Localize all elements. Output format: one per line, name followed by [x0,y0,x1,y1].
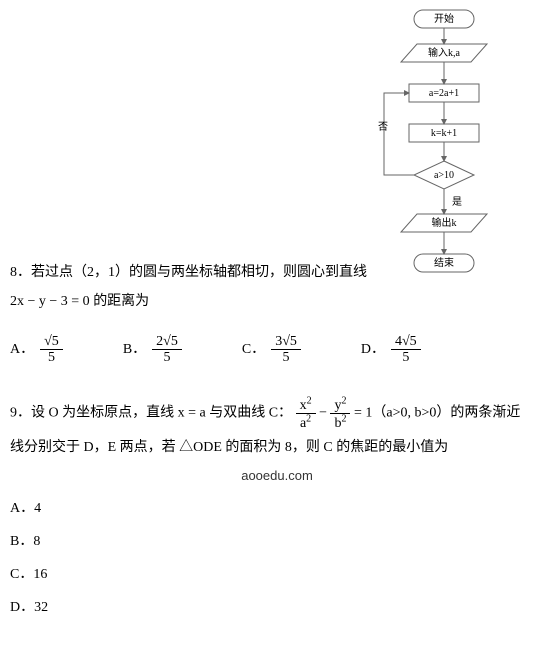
svg-text:a>10: a>10 [434,170,454,181]
svg-text:输出k: 输出k [432,216,457,229]
q9-line2: 线分别交于 D，E 两点，若 △ODE 的面积为 8，则 C 的焦距的最小值为 [10,435,544,460]
q8-option-c: C． 3√55 [242,334,301,365]
option-label: B． [123,337,146,362]
q9-option-a: A．4 [10,496,544,521]
svg-text:输入k,a: 输入k,a [428,46,460,59]
q9-options: A．4 B．8 C．16 D．32 [10,496,544,621]
svg-text:否: 否 [378,121,388,133]
question-9: 9．设 O 为坐标原点，直线 x = a 与双曲线 C： x2a2 − y2b2… [10,395,544,620]
svg-text:开始: 开始 [434,12,454,25]
q8-options: A． √55 B． 2√55 C． 3√55 D． 4√55 [10,334,544,365]
q9-option-b: B．8 [10,529,544,554]
svg-text:a=2a+1: a=2a+1 [429,88,459,99]
q8-equation: 2x − y − 3 = 0 [10,294,90,309]
q9-line1: 9．设 O 为坐标原点，直线 x = a 与双曲线 C： x2a2 − y2b2… [10,395,544,431]
svg-text:k=k+1: k=k+1 [431,128,457,139]
svg-text:结束: 结束 [434,256,454,269]
q8-option-b: B． 2√55 [123,334,182,365]
q8-line2-suffix: 的距离为 [90,294,150,309]
option-label: D． [361,337,385,362]
svg-text:是: 是 [452,196,462,208]
option-label: A． [10,337,34,362]
watermark: aooedu.com [10,464,544,487]
q8-option-a: A． √55 [10,334,63,365]
q8-option-d: D． 4√55 [361,334,421,365]
flowchart: 开始输入k,a a=2a+1 k=k+1 a>10 输出k 结束 是 否 [364,5,524,300]
option-label: C． [242,337,265,362]
q9-option-c: C．16 [10,562,544,587]
q9-option-d: D．32 [10,595,544,620]
